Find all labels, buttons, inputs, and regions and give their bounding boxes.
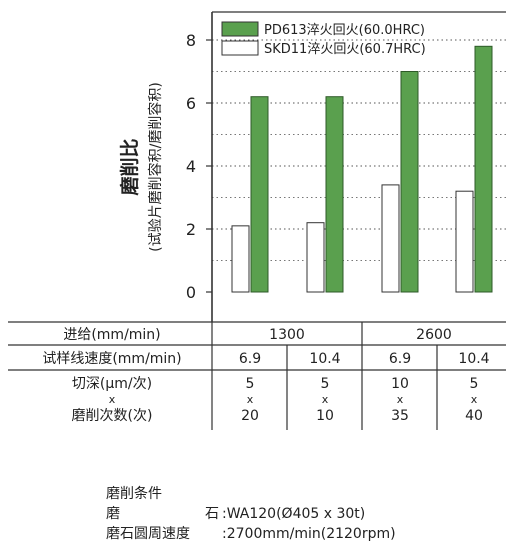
bar-pd613	[400, 71, 419, 293]
y-tick-label: 8	[186, 31, 196, 50]
conditions-wheel-label-b: 石	[205, 506, 219, 522]
conditions-table	[8, 321, 506, 430]
legend-swatch-skd11	[221, 40, 259, 56]
legend-swatch-pd613	[221, 21, 259, 37]
y-tick-label: 0	[186, 283, 196, 302]
speed-value-1: 6.9	[239, 351, 261, 367]
bar-skd11	[231, 225, 250, 293]
bar-pd613	[474, 45, 493, 293]
bars	[231, 45, 493, 293]
conditions-title: 磨削条件	[106, 485, 162, 502]
passes-value-3: 35	[391, 408, 409, 424]
depth-value-1: 5	[246, 376, 255, 392]
depth-value-4: 5	[470, 376, 479, 392]
conditions-speed-label: 磨石圆周速度	[106, 526, 190, 542]
passes-value-4: 40	[465, 408, 483, 424]
bar-skd11	[381, 184, 400, 293]
passes-value-2: 10	[316, 408, 334, 424]
speed-value-2: 10.4	[309, 351, 340, 367]
conditions-wheel-label-a: 磨	[106, 506, 120, 522]
y-axis-subtitle: (试验片磨削容积/磨削容积)	[147, 82, 164, 252]
sep-x-2: x	[322, 393, 329, 406]
speed-value-3: 6.9	[389, 351, 411, 367]
bar-pd613	[325, 96, 344, 293]
legend: PD613淬火回火(60.0HRC) SKD11淬火回火(60.7HRC)	[221, 21, 426, 57]
depth-value-3: 10	[391, 376, 409, 392]
bar-pd613	[250, 96, 269, 293]
y-tick-label: 2	[186, 220, 196, 239]
y-ticks: 0 2 4 6 8	[186, 31, 212, 302]
passes-value-1: 20	[241, 408, 259, 424]
conditions-speed-value: :2700mm/min(2120rpm)	[222, 526, 396, 542]
feed-value-2: 2600	[416, 327, 452, 343]
legend-label-skd11: SKD11淬火回火(60.7HRC)	[264, 42, 426, 57]
legend-label-pd613: PD613淬火回火(60.0HRC)	[264, 23, 425, 38]
row-depth-label: 切深(μm/次)	[72, 376, 152, 392]
bar-skd11	[306, 222, 325, 293]
row-feed-label: 进给(mm/min)	[63, 327, 160, 343]
feed-value-1: 1300	[269, 327, 305, 343]
row-depth-x: x	[109, 393, 116, 406]
conditions-wheel-value: :WA120(Ø405 x 30t)	[222, 506, 365, 522]
speed-value-4: 10.4	[458, 351, 489, 367]
row-passes-label: 磨削次数(次)	[72, 408, 153, 424]
sep-x-4: x	[471, 393, 478, 406]
sep-x-1: x	[247, 393, 254, 406]
sep-x-3: x	[397, 393, 404, 406]
bar-skd11	[455, 190, 474, 293]
row-speed-label: 试样线速度(mm/min)	[42, 351, 181, 367]
y-axis-title: 磨削比	[118, 138, 141, 196]
y-tick-label: 4	[186, 157, 196, 176]
depth-value-2: 5	[321, 376, 330, 392]
y-tick-label: 6	[186, 94, 196, 113]
